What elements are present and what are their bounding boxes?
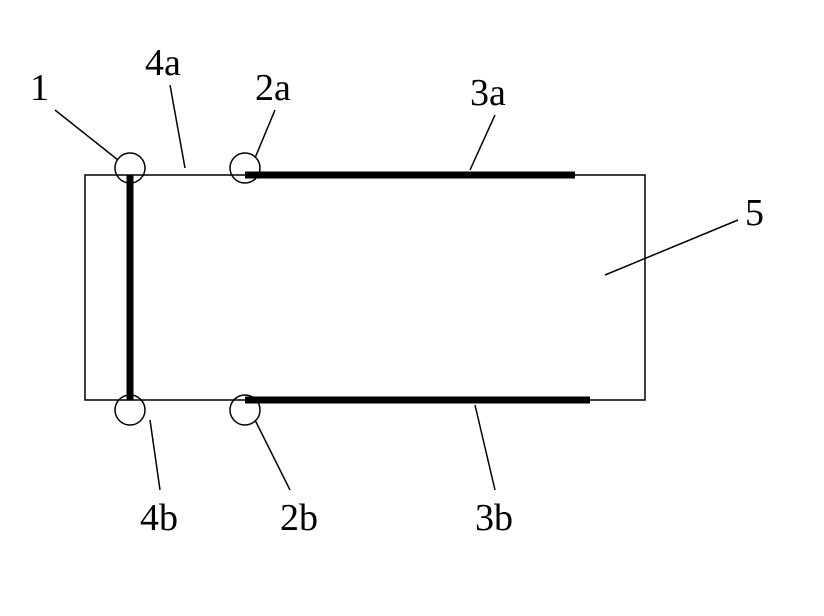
leader-2b — [255, 420, 290, 490]
label-3b: 3b — [475, 497, 513, 539]
leader-3b — [475, 405, 495, 490]
label-4b: 4b — [140, 497, 178, 539]
label-2b: 2b — [280, 497, 318, 539]
leader-5 — [605, 220, 738, 275]
leader-4a — [170, 85, 185, 168]
label-5: 5 — [745, 192, 764, 234]
label-3a: 3a — [470, 72, 506, 114]
label-2a: 2a — [255, 67, 291, 109]
label-4a: 4a — [145, 42, 181, 84]
leader-1 — [55, 110, 118, 160]
leader-2a — [255, 110, 275, 158]
leader-3a — [470, 115, 495, 170]
label-1: 1 — [30, 67, 49, 109]
part-5-rect — [85, 175, 645, 400]
leader-4b — [150, 420, 160, 490]
